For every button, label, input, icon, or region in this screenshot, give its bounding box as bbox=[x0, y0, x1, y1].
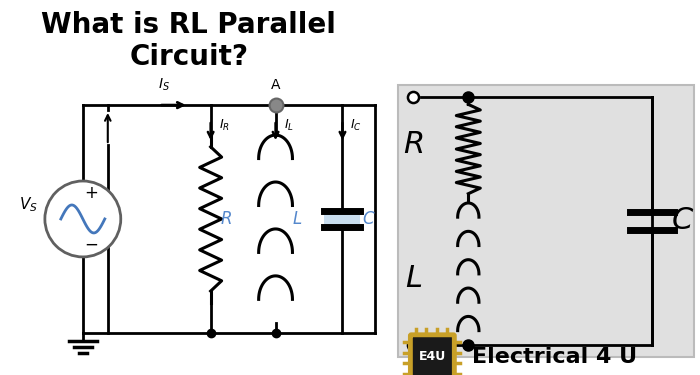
Text: −: − bbox=[84, 236, 98, 254]
Text: L: L bbox=[405, 264, 422, 293]
Text: $I_L$: $I_L$ bbox=[284, 117, 293, 133]
Text: Circuit?: Circuit? bbox=[130, 43, 248, 71]
Text: E4U: E4U bbox=[419, 350, 446, 363]
Text: C: C bbox=[363, 210, 375, 228]
Text: $V_S$: $V_S$ bbox=[20, 196, 38, 214]
Text: L: L bbox=[293, 210, 302, 228]
Text: $I_R$: $I_R$ bbox=[218, 117, 230, 133]
Text: R: R bbox=[221, 210, 232, 228]
Text: What is RL Parallel: What is RL Parallel bbox=[41, 11, 336, 39]
Circle shape bbox=[45, 181, 121, 257]
Text: $I_S$: $I_S$ bbox=[158, 77, 169, 93]
Text: C: C bbox=[671, 207, 692, 236]
Bar bbox=[325, 211, 360, 227]
Text: Electrical 4 U: Electrical 4 U bbox=[473, 347, 638, 367]
Text: +: + bbox=[84, 184, 98, 202]
FancyBboxPatch shape bbox=[410, 335, 454, 375]
Text: A: A bbox=[271, 78, 280, 92]
Bar bbox=[398, 85, 694, 357]
Text: R: R bbox=[402, 129, 424, 159]
Text: $I_C$: $I_C$ bbox=[351, 117, 362, 133]
